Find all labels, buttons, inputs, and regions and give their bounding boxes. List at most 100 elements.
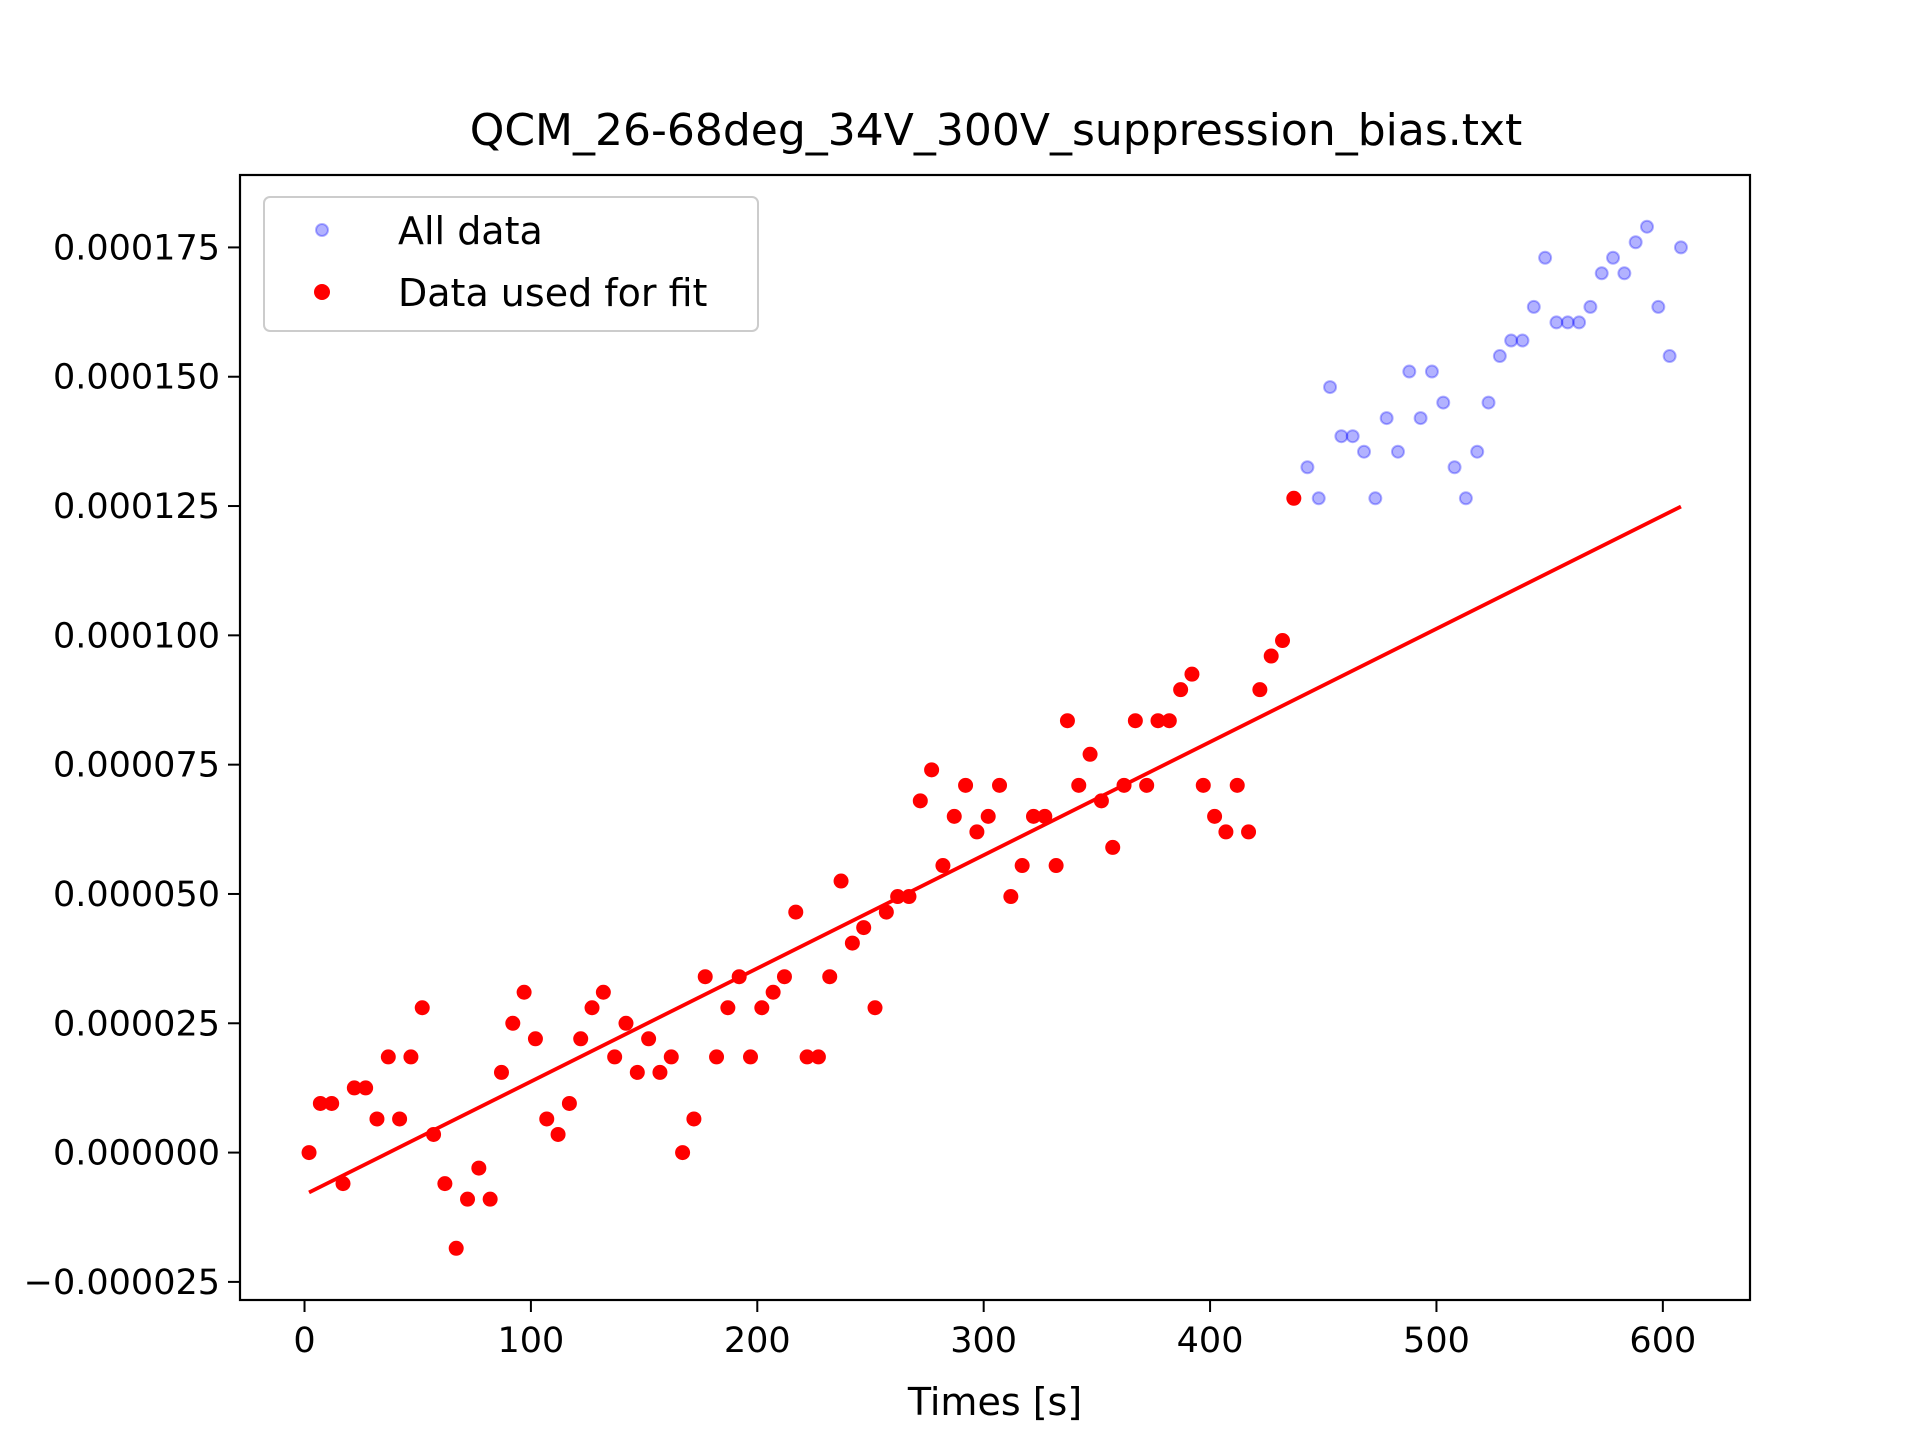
fit-data-point — [799, 1049, 815, 1065]
fit-data-point — [618, 1015, 634, 1031]
fit-data-point — [663, 1049, 679, 1065]
all-data-point — [1606, 250, 1621, 265]
all-data-point — [1345, 429, 1360, 444]
all-data-point — [1526, 299, 1541, 314]
fit-data-point — [1037, 808, 1053, 824]
fit-data-point — [958, 777, 974, 793]
fit-data-point — [878, 904, 894, 920]
all-data-point — [1300, 460, 1315, 475]
all-data-point — [1481, 395, 1496, 410]
fit-data-point — [493, 1064, 509, 1080]
y-tick-label: 0.000125 — [53, 487, 220, 527]
fit-data-point — [460, 1191, 476, 1207]
x-tick-label: 400 — [1177, 1321, 1244, 1361]
fit-data-point — [392, 1111, 408, 1127]
fit-data-point — [380, 1049, 396, 1065]
fit-data-point — [527, 1031, 543, 1047]
fit-data-point — [1229, 777, 1245, 793]
fit-data-point — [403, 1049, 419, 1065]
fit-data-point — [890, 889, 906, 905]
fit-data-point — [641, 1031, 657, 1047]
fit-data-point — [1003, 889, 1019, 905]
all-data-point — [1673, 240, 1688, 255]
x-axis: 0 100 200 300 400 500 600 — [293, 1300, 1696, 1361]
fit-data-point — [369, 1111, 385, 1127]
fit-data-point — [1218, 824, 1234, 840]
fit-data-point — [482, 1191, 498, 1207]
y-tick-label: 0.000175 — [53, 228, 220, 268]
fit-data-point — [448, 1240, 464, 1256]
fit-data-point — [1173, 682, 1189, 698]
fit-data-point — [1139, 777, 1155, 793]
fit-data-point — [1275, 633, 1291, 649]
all-data-point — [1538, 250, 1553, 265]
fit-line-layer — [308, 504, 1682, 1195]
all-data-point — [1424, 364, 1439, 379]
legend-marker-all-data — [315, 223, 329, 237]
fit-data-point — [912, 793, 928, 809]
x-tick-label: 600 — [1629, 1321, 1696, 1361]
fit-data-point — [324, 1095, 340, 1111]
fit-data-point — [426, 1126, 442, 1142]
fit-data-point — [346, 1080, 362, 1096]
fit-data-point — [358, 1080, 374, 1096]
fit-data-point — [573, 1031, 589, 1047]
fit-data-point — [1150, 713, 1166, 729]
fit-data-point — [1195, 777, 1211, 793]
fit-data-point — [1105, 839, 1121, 855]
all-data-point — [1379, 411, 1394, 426]
x-tick-label: 500 — [1403, 1321, 1470, 1361]
all-data-point — [1311, 491, 1326, 506]
all-data-point — [1639, 219, 1654, 234]
y-tick-label: 0.000000 — [53, 1134, 220, 1174]
fit-data-point — [833, 873, 849, 889]
x-axis-label: Times [s] — [907, 1380, 1082, 1424]
plot-frame — [238, 173, 1752, 1302]
y-axis: −0.000025 0.000000 0.000025 0.000050 0.00007… — [24, 228, 240, 1303]
y-tick-label: 0.000050 — [53, 875, 220, 915]
all-data-point — [1594, 266, 1609, 281]
all-data-point — [1560, 315, 1575, 330]
fit-data-point — [822, 969, 838, 985]
fit-data-point — [595, 984, 611, 1000]
fit-data-point — [539, 1111, 555, 1127]
fit-data-point — [505, 1015, 521, 1031]
fit-data-point — [720, 1000, 736, 1016]
fit-data-point — [1071, 777, 1087, 793]
points-layer — [301, 219, 1688, 1256]
fit-data-point — [550, 1126, 566, 1142]
x-tick-label: 100 — [498, 1321, 565, 1361]
fit-data-point — [776, 969, 792, 985]
fit-data-point — [754, 1000, 770, 1016]
fit-data-point — [709, 1049, 725, 1065]
fit-data-point — [335, 1176, 351, 1192]
x-tick-label: 0 — [293, 1321, 315, 1361]
fit-data-point — [765, 984, 781, 1000]
fit-data-point — [935, 858, 951, 874]
all-data-point — [1413, 411, 1428, 426]
all-data-point — [1357, 444, 1372, 459]
fit-data-point — [992, 777, 1008, 793]
fit-data-point — [686, 1111, 702, 1127]
chart-title: QCM_26-68deg_34V_300V_suppression_bias.t… — [470, 105, 1523, 156]
all-data-point — [1436, 395, 1451, 410]
fit-data-point — [731, 969, 747, 985]
legend-label-fit-data: Data used for fit — [398, 271, 707, 315]
fit-data-point — [856, 920, 872, 936]
fit-line — [308, 504, 1682, 1195]
all-data-point — [1662, 349, 1677, 364]
plot-area — [240, 175, 1750, 1300]
all-data-point — [1504, 333, 1519, 348]
legend: All data Data used for fit — [263, 196, 759, 332]
all-data-point — [1368, 491, 1383, 506]
legend-box — [263, 196, 759, 332]
fit-data-point — [607, 1049, 623, 1065]
all-data-point — [1651, 299, 1666, 314]
y-tick-label: −0.000025 — [24, 1263, 220, 1303]
all-data-point — [1617, 266, 1632, 281]
fit-data-point — [312, 1095, 328, 1111]
y-tick-label: 0.000025 — [53, 1004, 220, 1044]
all-data-point — [1572, 315, 1587, 330]
fit-data-point — [1025, 808, 1041, 824]
all-data-point — [1334, 429, 1349, 444]
